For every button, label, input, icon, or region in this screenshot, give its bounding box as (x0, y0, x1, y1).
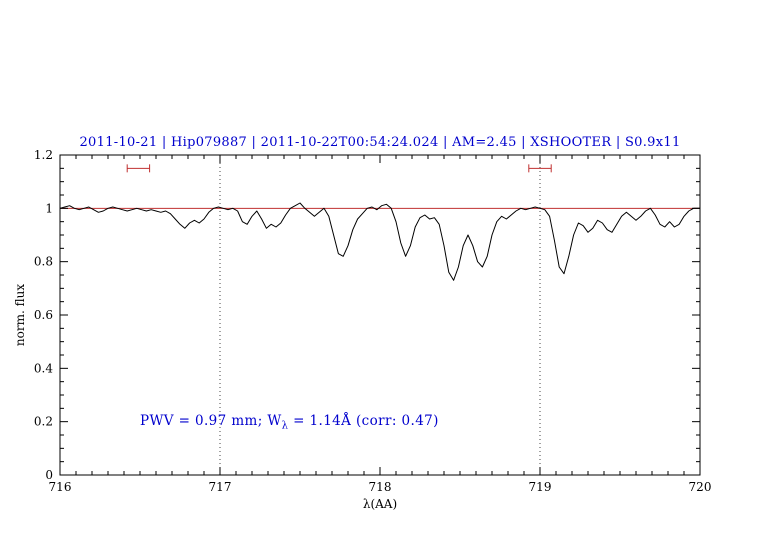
svg-text:0.6: 0.6 (34, 308, 53, 322)
svg-text:720: 720 (689, 480, 712, 494)
svg-text:0.4: 0.4 (34, 361, 53, 375)
annotation-pre: PWV = 0.97 mm; W (140, 413, 282, 429)
svg-text:719: 719 (529, 480, 552, 494)
plot-title: 2011-10-21 | Hip079887 | 2011-10-22T00:5… (79, 135, 681, 150)
svg-text:norm. flux: norm. flux (13, 284, 27, 346)
svg-text:1.2: 1.2 (34, 148, 53, 162)
pwv-annotation: PWV = 0.97 mm; Wλ = 1.14Å (corr: 0.47) (140, 413, 439, 432)
annotation-lambda-subscript: λ (281, 420, 289, 432)
svg-text:1: 1 (45, 201, 53, 215)
svg-text:0.8: 0.8 (34, 255, 53, 269)
svg-text:λ(AA): λ(AA) (363, 497, 397, 511)
svg-text:0: 0 (45, 468, 53, 482)
svg-text:0.2: 0.2 (34, 415, 53, 429)
annotation-post: = 1.14Å (corr: 0.47) (288, 413, 439, 429)
svg-text:718: 718 (369, 480, 392, 494)
svg-text:717: 717 (209, 480, 232, 494)
svg-text:716: 716 (49, 480, 72, 494)
